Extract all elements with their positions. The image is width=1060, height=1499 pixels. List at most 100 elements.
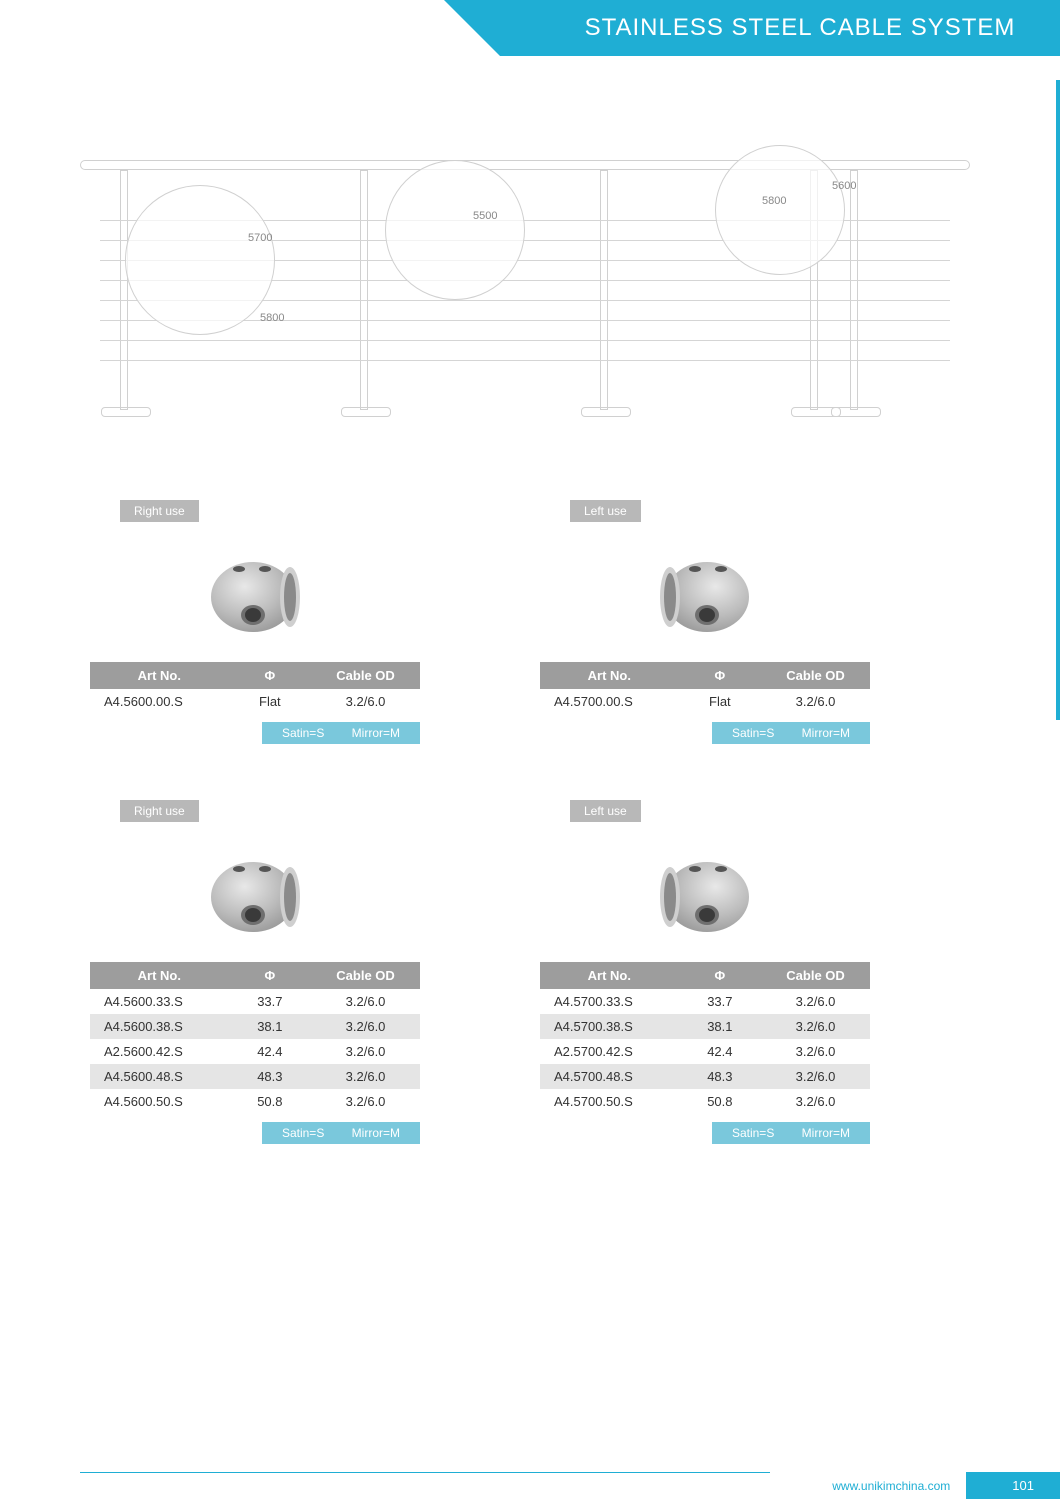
cell-artno: A4.5700.33.S [540,989,679,1014]
th-artno: Art No. [540,662,679,689]
assembly-diagram: 5700 5800 5500 5800 5600 [80,140,970,430]
detail-label: 5500 [473,210,497,222]
cable-line [100,340,950,341]
post [360,170,368,410]
product-image [90,532,420,662]
th-cableod: Cable OD [311,662,420,689]
cell-cableod: 3.2/6.0 [311,689,420,714]
table-row: A4.5700.38.S 38.1 3.2/6.0 [540,1014,870,1039]
detail-label: 5800 [762,195,786,207]
cell-phi: 38.1 [229,1014,312,1039]
cell-phi: 33.7 [229,989,312,1014]
finish-mirror: Mirror=M [802,726,850,740]
cell-phi: Flat [679,689,762,714]
table-row: A4.5700.50.S 50.8 3.2/6.0 [540,1089,870,1114]
table-header-row: Art No. Φ Cable OD [90,662,420,689]
table-row: A2.5600.42.S 42.4 3.2/6.0 [90,1039,420,1064]
cell-artno: A4.5700.00.S [540,689,679,714]
table-header-row: Art No. Φ Cable OD [540,962,870,989]
table-row: A4.5600.50.S 50.8 3.2/6.0 [90,1089,420,1114]
post [850,170,858,410]
finish-mirror: Mirror=M [802,1126,850,1140]
cell-artno: A4.5600.00.S [90,689,229,714]
use-tag: Right use [120,800,199,822]
cell-artno: A2.5600.42.S [90,1039,229,1064]
cell-cableod: 3.2/6.0 [761,689,870,714]
table-row: A4.5600.48.S 48.3 3.2/6.0 [90,1064,420,1089]
spec-table: Art No. Φ Cable OD A4.5600.33.S 33.7 3.2… [90,962,420,1114]
spec-table: Art No. Φ Cable OD A4.5700.33.S 33.7 3.2… [540,962,870,1114]
finish-satin: Satin=S [732,1126,774,1140]
footer: www.unikimchina.com 101 [832,1472,1060,1499]
detail-circle [385,160,525,300]
product-block: Left use Art No. Φ Cable OD [540,500,870,744]
th-cableod: Cable OD [311,962,420,989]
th-phi: Φ [679,962,762,989]
cell-cableod: 3.2/6.0 [761,1014,870,1039]
cell-phi: 42.4 [229,1039,312,1064]
cell-phi: Flat [229,689,312,714]
cable-line [100,360,950,361]
cell-phi: 50.8 [679,1089,762,1114]
table-row: A4.5600.00.S Flat 3.2/6.0 [90,689,420,714]
detail-circle [715,145,845,275]
cell-artno: A4.5700.48.S [540,1064,679,1089]
cell-artno: A2.5700.42.S [540,1039,679,1064]
finish-tag: Satin=S Mirror=M [712,1122,870,1144]
cell-cableod: 3.2/6.0 [311,1014,420,1039]
spec-table: Art No. Φ Cable OD A4.5600.00.S Flat 3.2… [90,662,420,714]
cell-cableod: 3.2/6.0 [311,1089,420,1114]
post [600,170,608,410]
cell-phi: 48.3 [679,1064,762,1089]
cell-artno: A4.5600.38.S [90,1014,229,1039]
product-block: Left use Art No. Φ Cable OD [540,800,870,1144]
finish-satin: Satin=S [282,1126,324,1140]
cell-phi: 48.3 [229,1064,312,1089]
detail-label: 5700 [248,232,272,244]
th-artno: Art No. [540,962,679,989]
finish-mirror: Mirror=M [352,1126,400,1140]
cell-artno: A4.5600.48.S [90,1064,229,1089]
finish-satin: Satin=S [732,726,774,740]
footer-rule [80,1472,770,1473]
header-banner: STAINLESS STEEL CABLE SYSTEM [500,0,1060,56]
detail-label: 5800 [260,312,284,324]
table-row: A4.5600.33.S 33.7 3.2/6.0 [90,989,420,1014]
cell-cableod: 3.2/6.0 [761,1089,870,1114]
table-header-row: Art No. Φ Cable OD [540,662,870,689]
product-block: Right use Art No. Φ Cable OD [90,800,420,1144]
cell-cableod: 3.2/6.0 [311,1039,420,1064]
use-tag: Left use [570,800,641,822]
product-block: Right use Art No. Φ Cable OD [90,500,420,744]
table-row: A4.5700.48.S 48.3 3.2/6.0 [540,1064,870,1089]
rail-top [80,160,970,170]
detail-label: 5600 [832,180,856,192]
th-cableod: Cable OD [761,962,870,989]
th-phi: Φ [229,662,312,689]
cell-artno: A4.5600.50.S [90,1089,229,1114]
product-icon [645,847,765,947]
header-title: STAINLESS STEEL CABLE SYSTEM [585,14,1016,42]
finish-tag: Satin=S Mirror=M [262,1122,420,1144]
spec-table: Art No. Φ Cable OD A4.5700.00.S Flat 3.2… [540,662,870,714]
finish-satin: Satin=S [282,726,324,740]
use-tag: Left use [570,500,641,522]
cell-phi: 38.1 [679,1014,762,1039]
cell-phi: 42.4 [679,1039,762,1064]
cell-artno: A4.5700.50.S [540,1089,679,1114]
product-image [540,832,870,962]
th-artno: Art No. [90,962,229,989]
cell-artno: A4.5700.38.S [540,1014,679,1039]
cell-cableod: 3.2/6.0 [761,1064,870,1089]
table-header-row: Art No. Φ Cable OD [90,962,420,989]
table-row: A4.5700.00.S Flat 3.2/6.0 [540,689,870,714]
product-icon [195,547,315,647]
product-image [540,532,870,662]
table-row: A4.5700.33.S 33.7 3.2/6.0 [540,989,870,1014]
table-row: A4.5600.38.S 38.1 3.2/6.0 [90,1014,420,1039]
cell-cableod: 3.2/6.0 [761,989,870,1014]
th-cableod: Cable OD [761,662,870,689]
finish-tag: Satin=S Mirror=M [262,722,420,744]
cell-cableod: 3.2/6.0 [311,1064,420,1089]
product-icon [645,547,765,647]
